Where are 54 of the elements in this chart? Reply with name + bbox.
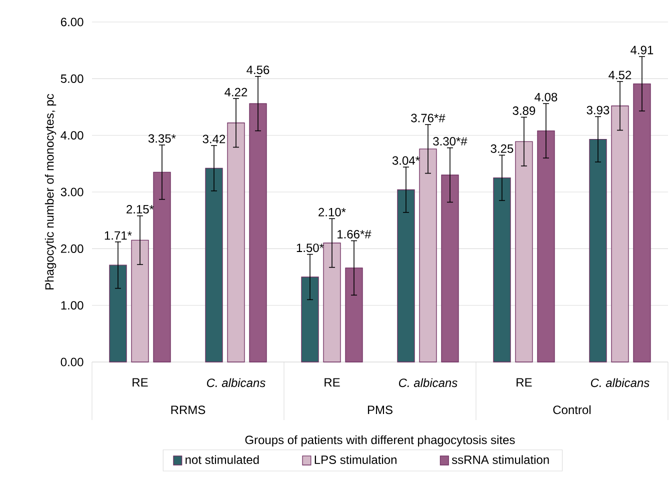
legend-label: not stimulated [186,455,259,464]
bar [633,83,651,362]
bar [109,264,127,362]
x-tick-label: RE [324,378,340,387]
text: Control [553,405,591,414]
data-label: 3.25 [490,144,514,153]
y-tick-label: 3.00 [60,188,84,196]
data-label: 4.22 [224,88,248,96]
bar [589,138,607,362]
x-axis-title: Groups of patients with different phagocytosis sites [245,435,515,447]
bar [515,141,533,362]
data-label: 3.93 [586,106,610,114]
bar [493,178,511,362]
bar [345,268,363,362]
y-tick-label: 6.00 [60,18,84,26]
data-label: 1.66*# [338,230,372,238]
y-tick-label: 2.00 [60,244,84,253]
y-axis-title: Phagocytic number of monocytes, pc [44,94,56,290]
bar [611,106,629,362]
bar [227,122,245,362]
legend-label: LPS stimulation [314,455,396,464]
x-tick-label: RE [132,378,148,387]
data-label: 4.52 [608,70,632,80]
bar [323,242,341,362]
x-tick-label: RE [516,378,532,387]
bar [441,174,459,362]
text: RRMS [171,406,206,414]
bar [131,240,149,362]
bar [397,189,415,362]
legend-label: ssRNA stimulation [452,455,549,464]
x-tick-label: C. albicans [398,378,458,388]
x-tick-label: C. albicans [206,378,266,388]
bar [537,130,555,362]
y-tick-label: 5.00 [60,74,84,83]
data-label: 1.71* [104,231,132,240]
data-label: 3.35* [148,134,176,143]
y-tick-label: 1.00 [61,301,84,310]
bar [249,103,267,362]
bar [419,148,437,362]
bar [301,276,319,362]
y-tick-label: 0.00 [60,358,84,366]
data-label: 2.10* [318,208,346,216]
data-label: 4.91 [630,46,654,54]
data-label: 3.76*# [411,114,446,122]
data-label: 3.42 [202,134,226,144]
bar [205,168,223,362]
data-label: 4.56 [246,66,270,74]
x-tick-label: C. albicans [590,378,650,388]
data-label: 3.89 [512,106,536,115]
text: PMS [368,406,392,414]
bar [153,172,171,362]
data-label: 4.08 [534,92,558,102]
data-label: 3.30*# [433,137,468,146]
y-tick-label: 4.00 [60,131,84,140]
